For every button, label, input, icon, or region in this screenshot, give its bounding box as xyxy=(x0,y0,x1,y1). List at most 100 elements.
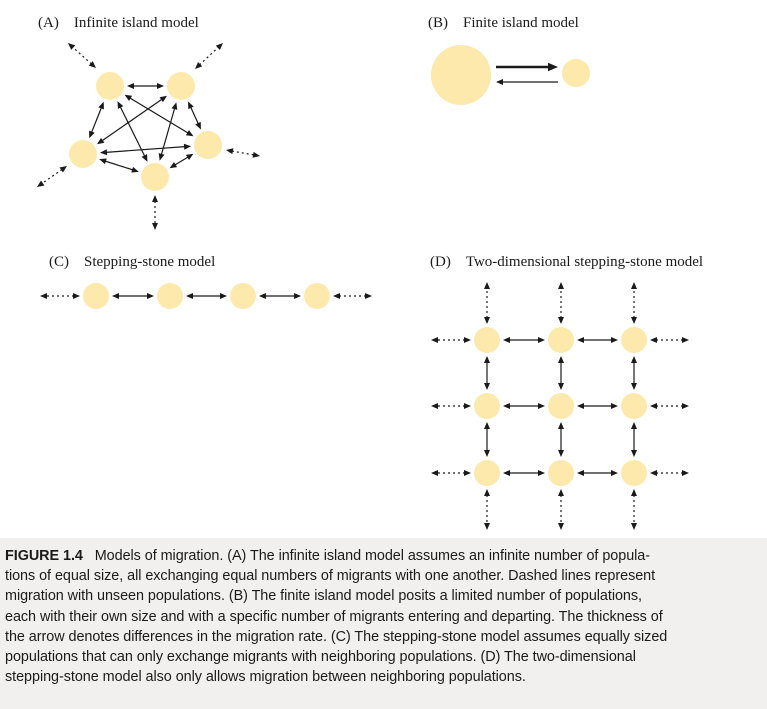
unseen-migration-arrow xyxy=(431,470,471,476)
arrowhead xyxy=(131,166,139,173)
arrowhead xyxy=(365,293,372,299)
arrow-shaft xyxy=(90,107,103,133)
population-a-5 xyxy=(69,140,97,168)
arrowhead xyxy=(503,337,510,343)
arrowhead xyxy=(195,62,203,69)
arrowhead xyxy=(611,403,618,409)
arrowhead xyxy=(185,130,194,137)
arrowhead xyxy=(650,337,657,343)
arrowhead xyxy=(484,422,490,429)
arrowhead xyxy=(117,101,124,109)
arrowhead xyxy=(538,337,545,343)
neighbor-exchange-arrow xyxy=(503,403,545,409)
arrowhead xyxy=(89,130,95,139)
arrow-shaft xyxy=(101,98,163,142)
arrowhead xyxy=(558,489,564,496)
arrowhead xyxy=(431,470,438,476)
caption-line-2: tions of equal size, all exchanging equa… xyxy=(5,568,656,585)
arrow-shaft xyxy=(160,107,176,156)
arrowhead xyxy=(157,83,164,89)
arrowhead xyxy=(650,403,657,409)
arrowhead xyxy=(147,293,154,299)
arrowhead xyxy=(215,43,223,50)
arrow-shaft xyxy=(104,160,134,171)
unseen-migration-arrow xyxy=(650,470,689,476)
arrowhead xyxy=(141,154,148,162)
caption-line-4: each with their own size and with a spec… xyxy=(5,608,663,625)
arrow-shaft xyxy=(190,106,199,125)
population-c-1 xyxy=(83,283,109,309)
arrowhead xyxy=(59,166,67,173)
arrow-shaft xyxy=(198,46,220,66)
arrowhead xyxy=(259,293,266,299)
arrowhead xyxy=(226,148,234,155)
neighbor-exchange-arrow xyxy=(112,293,154,299)
arrowhead xyxy=(431,337,438,343)
arrowhead xyxy=(611,470,618,476)
arrowhead xyxy=(37,180,45,187)
caption-line-5: the arrow denotes differences in the mig… xyxy=(5,628,668,645)
arrowhead xyxy=(631,489,637,496)
population-d-r2-c2 xyxy=(548,393,574,419)
arrowhead xyxy=(577,337,584,343)
arrowhead xyxy=(538,470,545,476)
exchange-arrow xyxy=(188,101,201,130)
panel-a-title: (A) Infinite island model xyxy=(38,15,199,31)
population-c-4 xyxy=(304,283,330,309)
exchange-arrow xyxy=(99,158,139,173)
neighbor-exchange-arrow xyxy=(631,422,637,457)
arrowhead xyxy=(577,403,584,409)
arrowhead xyxy=(99,149,108,156)
population-a-3 xyxy=(194,131,222,159)
migration-arrows xyxy=(37,43,689,530)
arrowhead xyxy=(631,383,637,390)
arrowhead xyxy=(484,450,490,457)
population-d-r3-c1 xyxy=(474,460,500,486)
arrowhead xyxy=(188,101,194,110)
unseen-migration-arrow xyxy=(431,337,471,343)
arrow-shaft xyxy=(231,150,255,156)
arrowhead xyxy=(124,94,133,101)
arrowhead xyxy=(558,282,564,289)
arrowhead xyxy=(464,403,471,409)
population-d-r2-c3 xyxy=(621,393,647,419)
exchange-arrow xyxy=(127,83,164,89)
exchange-arrow xyxy=(158,102,178,161)
arrowhead xyxy=(503,470,510,476)
panel-b-title: (B) Finite island model xyxy=(428,15,579,31)
caption-line-6: populations that can only exchange migra… xyxy=(5,649,636,666)
unseen-migration-arrow xyxy=(558,282,564,324)
population-d-r2-c1 xyxy=(474,393,500,419)
population-c-3 xyxy=(230,283,256,309)
neighbor-exchange-arrow xyxy=(631,356,637,390)
arrowhead xyxy=(127,83,134,89)
arrowhead xyxy=(464,337,471,343)
population-d-r3-c3 xyxy=(621,460,647,486)
arrowhead xyxy=(431,403,438,409)
arrowhead xyxy=(159,95,168,103)
unseen-migration-arrow xyxy=(558,489,564,530)
population-d-r3-c2 xyxy=(548,460,574,486)
exchange-arrow xyxy=(96,95,168,145)
arrowhead xyxy=(631,356,637,363)
arrow-shaft xyxy=(129,97,189,134)
neighbor-exchange-arrow xyxy=(577,470,618,476)
unseen-migration-arrow xyxy=(195,43,223,69)
arrowhead xyxy=(73,293,80,299)
unseen-migration-arrow xyxy=(152,195,158,230)
arrowhead xyxy=(631,450,637,457)
arrowhead xyxy=(98,101,104,110)
population-b-small xyxy=(562,59,590,87)
arrowhead xyxy=(558,317,564,324)
arrowhead xyxy=(682,403,689,409)
caption-line-7: stepping-stone model also only allows mi… xyxy=(5,669,526,686)
arrow-shaft xyxy=(41,168,63,185)
exchange-arrow xyxy=(99,143,192,156)
arrowhead xyxy=(484,356,490,363)
neighbor-exchange-arrow xyxy=(484,422,490,457)
arrowhead xyxy=(484,489,490,496)
arrowhead xyxy=(682,470,689,476)
neighbor-exchange-arrow xyxy=(558,356,564,390)
arrowhead xyxy=(650,470,657,476)
arrowhead xyxy=(40,293,47,299)
